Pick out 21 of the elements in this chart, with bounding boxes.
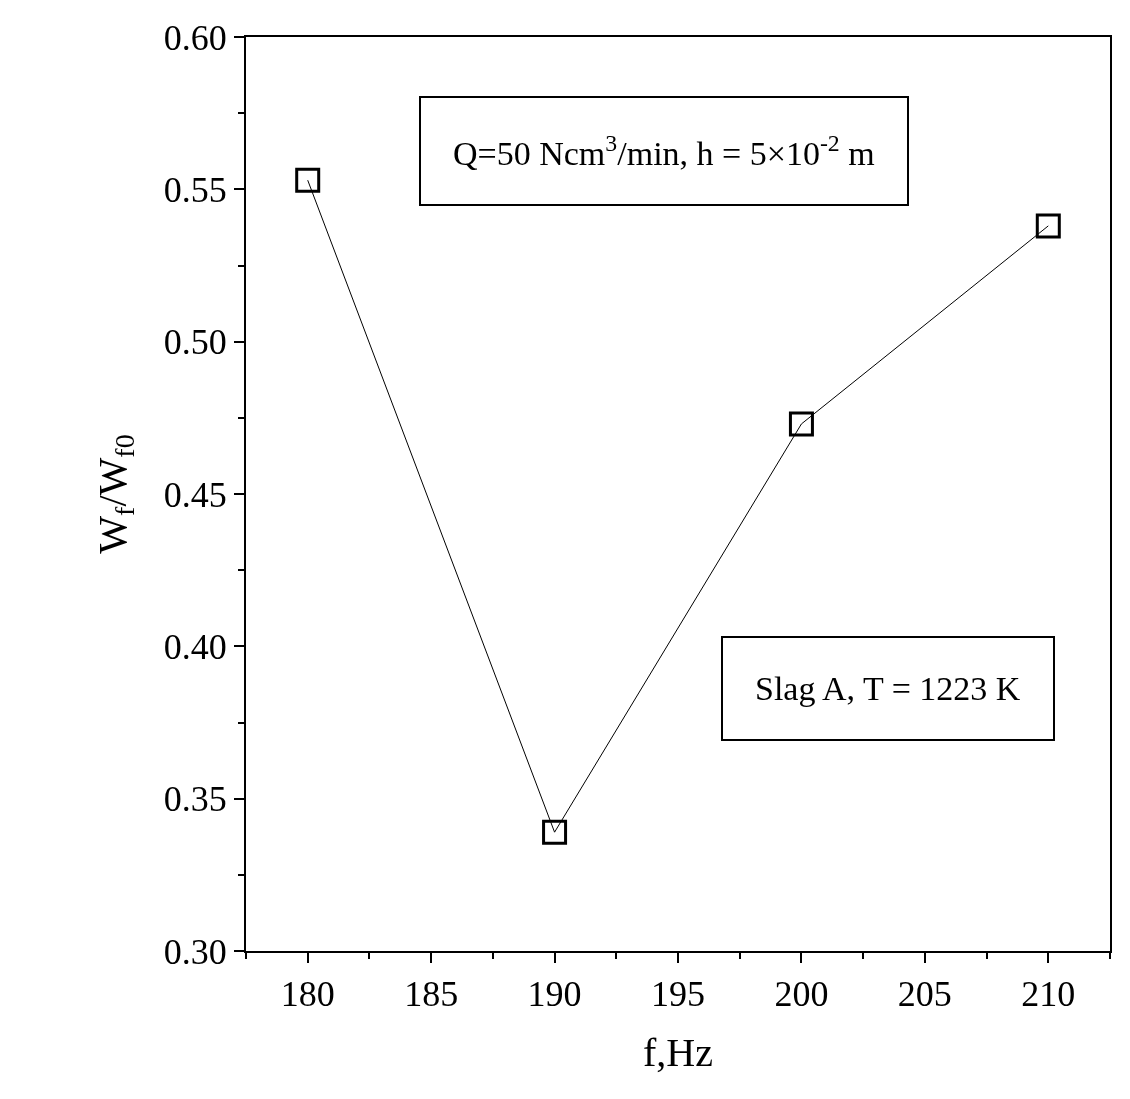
x-tick-label: 195 [651, 974, 705, 1015]
annotation: Q=50 Ncm$^{3}$/min, h = 5×10$^{-2}$ m [453, 130, 875, 173]
y-tick-label: 0.35 [163, 779, 227, 820]
y-tick-label: 0.55 [163, 169, 227, 210]
x-tick-label: 200 [774, 974, 829, 1015]
x-tick-label: 190 [527, 974, 582, 1015]
y-tick-label: 0.40 [163, 626, 227, 667]
y-tick-label: 0.50 [163, 322, 227, 363]
x-tick-label: 205 [897, 974, 952, 1015]
point [542, 819, 568, 845]
y-tick-label: 0.45 [163, 474, 227, 515]
point [1035, 213, 1061, 239]
x-tick-label: 210 [1021, 974, 1076, 1015]
x-tick-label: 185 [404, 974, 459, 1015]
point [295, 167, 321, 193]
point [788, 411, 814, 437]
y-tick-label: 0.30 [163, 931, 227, 972]
y-tick-label: 0.60 [163, 17, 227, 58]
annotation: Slag A, T = 1223 K [755, 670, 1021, 707]
x-axis-title: f,Hz [643, 1030, 713, 1076]
x-tick-label: 180 [280, 974, 335, 1015]
